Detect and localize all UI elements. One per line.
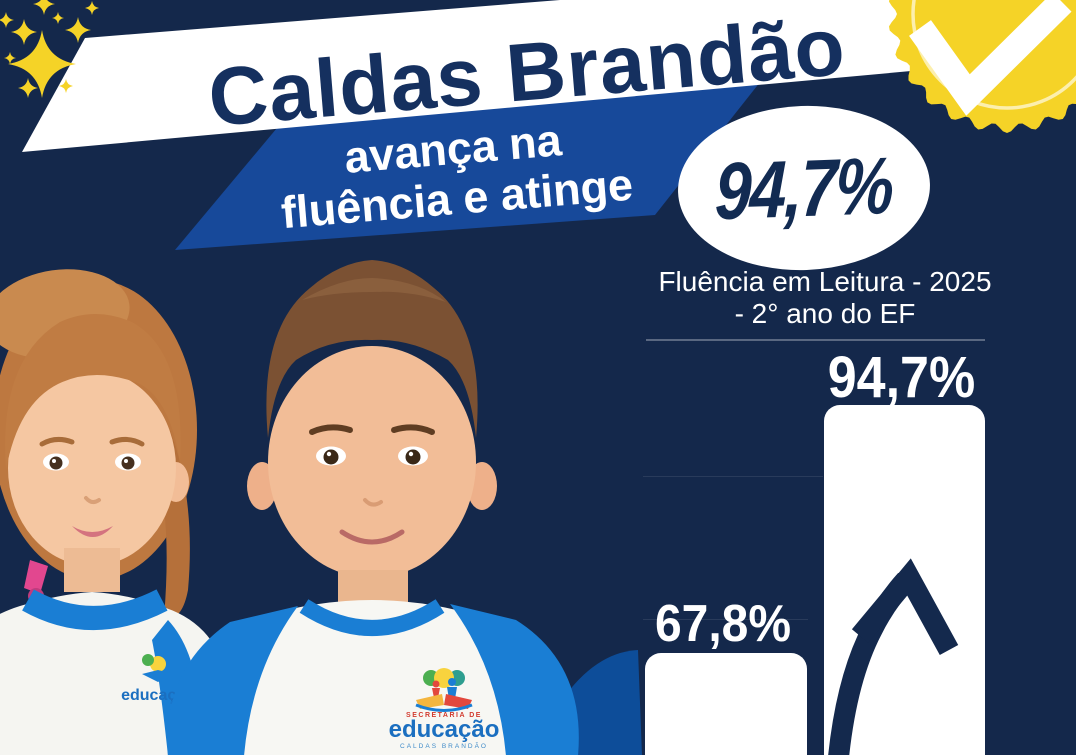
logo-text-top: SECRETARIA DE <box>406 712 482 719</box>
sparkle-star-icon <box>0 12 14 28</box>
chart-divider <box>646 339 985 341</box>
sparkles-icon <box>0 0 99 98</box>
girl-neck <box>64 548 120 592</box>
boy-face <box>268 346 476 578</box>
logo-text-bottom: CALDAS BRANDÃO <box>400 741 488 750</box>
seal-inner-ring <box>911 0 1076 110</box>
arrow-head <box>851 558 959 656</box>
sparkle-star-icon <box>4 52 16 64</box>
sparkle-star-icon <box>18 78 38 98</box>
girl-face <box>8 370 176 566</box>
faint-gridline <box>643 476 823 477</box>
boy-eye-light <box>326 451 332 457</box>
growth-arrow-icon <box>828 558 959 755</box>
boy-hair-sheen <box>302 278 446 302</box>
boy-hair <box>266 260 478 438</box>
boy-illustration: SECRETARIA DE educação CALDAS BRANDÃO <box>167 260 642 755</box>
boy-brow-right <box>391 424 435 435</box>
boy-shirt-collar <box>299 599 445 636</box>
girl-iris <box>121 456 135 470</box>
girl-brow-right <box>109 436 145 447</box>
boy-iris <box>323 449 339 465</box>
highlight-value: 94,7% <box>714 139 894 237</box>
girl-shirt-collar <box>22 589 168 630</box>
boy-mouth <box>339 529 405 545</box>
boy-shirt <box>182 600 566 755</box>
boy-iris <box>405 449 421 465</box>
boy-sleeve-left <box>167 606 298 755</box>
logo-book <box>142 670 174 682</box>
girl-brow-left <box>39 436 75 447</box>
boy-eye-light <box>408 451 414 457</box>
sparkle-star-icon <box>65 17 91 43</box>
logo-leaf <box>142 654 154 666</box>
bar-label-after: 94,7% <box>827 345 976 411</box>
girl-pink-tie <box>24 560 48 594</box>
girl-hair-front <box>5 314 181 470</box>
girl-iris <box>49 456 63 470</box>
white-banner <box>22 0 1076 152</box>
boy-nose <box>363 498 383 507</box>
girl-illustration: educação <box>0 269 232 755</box>
chart-heading: Fluência em Leitura - 2025 - 2° ano do E… <box>630 266 1020 330</box>
girl-eye-light <box>124 459 128 463</box>
girl-nose <box>84 496 101 505</box>
logo-book-base <box>415 703 473 712</box>
sparkle-star-icon <box>33 0 55 15</box>
logo-book-left <box>416 694 444 709</box>
check-icon <box>909 0 1072 116</box>
logo-book-right <box>444 694 472 709</box>
faint-gridline <box>643 619 808 620</box>
sparkle-star-icon <box>11 19 37 45</box>
boy-sleeve-right <box>450 604 579 755</box>
sparkle-star-icon <box>52 12 64 24</box>
logo-child-blue <box>448 678 456 686</box>
bar-label-before: 67,8% <box>654 595 792 654</box>
chart-heading-line-2: - 2° ano do EF <box>734 298 916 329</box>
girl-eye-light <box>52 459 56 463</box>
sparkle-star-icon <box>85 1 99 15</box>
bar-before <box>645 653 807 755</box>
logo-text-main: educação <box>389 716 500 743</box>
boy-uniform-logo: SECRETARIA DE educação CALDAS BRANDÃO <box>389 668 500 750</box>
boy-shoulder-shade <box>560 650 642 755</box>
sparkle-star-icon <box>8 30 76 98</box>
sparkle-star-icon <box>59 79 73 93</box>
verified-badge <box>889 0 1076 133</box>
girl-mouth <box>72 526 113 537</box>
logo-child-red <box>432 680 440 688</box>
chart-heading-line-1: Fluência em Leitura - 2025 <box>658 266 992 297</box>
boy-brow-left <box>309 424 353 435</box>
